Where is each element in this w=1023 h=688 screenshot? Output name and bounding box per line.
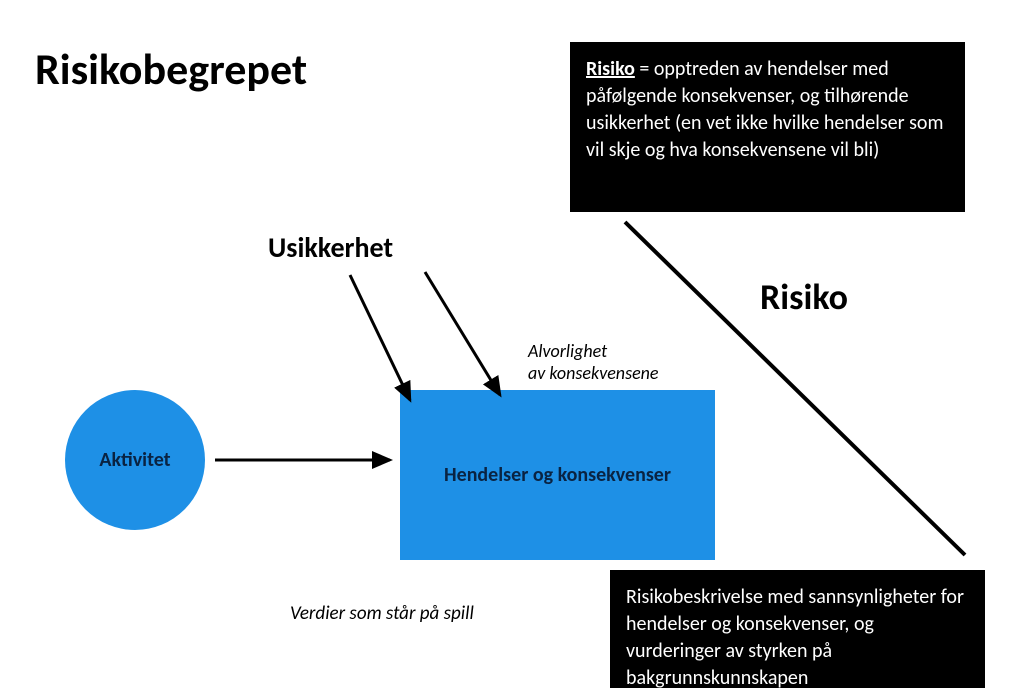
arrow-usikkerhet-left [350,275,410,400]
node-events: Hendelser og konsekvenser [400,390,715,560]
definition-box-bottom: Risikobeskrivelse med sannsynligheter fo… [610,570,985,688]
label-verdier: Verdier som står på spill [290,602,474,625]
diagram-stage: Risikobegrepet Aktivitet Hendelser og ko… [0,0,1023,688]
node-events-label: Hendelser og konsekvenser [444,463,671,487]
definition-bold-lead: Risiko [586,57,635,81]
arrow-usikkerhet-right [425,272,500,395]
definition-text-top: = opptreden av hendelser med påfølgende … [586,57,943,162]
definition-box-top: Risiko = opptreden av hendelser med påfø… [570,42,965,212]
label-usikkerhet: Usikkerhet [268,230,393,265]
node-activity: Aktivitet [65,390,205,530]
label-risiko: Risiko [760,275,848,319]
label-alvorlighet-2: av konsekvensene [528,362,659,384]
page-title: Risikobegrepet [35,42,307,96]
definition-text-bottom: Risikobeskrivelse med sannsynligheter fo… [626,585,964,688]
node-activity-label: Aktivitet [99,448,170,472]
label-alvorlighet-1: Alvorlighet [528,340,607,362]
